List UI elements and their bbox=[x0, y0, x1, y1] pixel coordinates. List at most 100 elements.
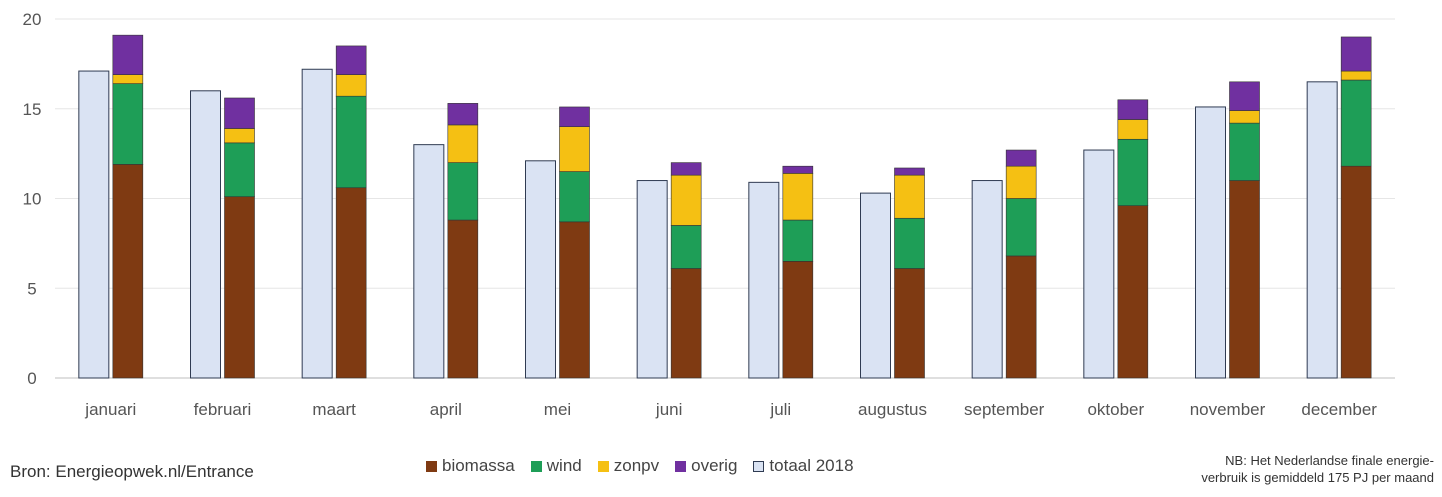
bar-overig bbox=[447, 103, 479, 126]
bar-totaal-2018 bbox=[413, 144, 445, 379]
x-category-label: mei bbox=[544, 400, 571, 419]
bar-overig bbox=[894, 167, 925, 176]
x-category-label: december bbox=[1301, 400, 1377, 419]
bar-zonpv bbox=[335, 74, 367, 97]
bar-totaal-2018 bbox=[78, 70, 110, 379]
bar-overig bbox=[335, 45, 367, 75]
x-axis-categories: januari februari maart april mei juni juli augu… bbox=[84, 400, 1377, 419]
note-line-1: NB: Het Nederlandse finale energie- bbox=[1225, 453, 1434, 468]
bar-biomassa bbox=[447, 219, 479, 379]
bars bbox=[78, 34, 1372, 379]
bar-biomassa bbox=[224, 196, 255, 379]
bar-zonpv bbox=[894, 174, 925, 219]
bar-totaal-2018 bbox=[748, 181, 780, 379]
bar-totaal-2018 bbox=[1195, 106, 1226, 379]
bar-overig bbox=[1117, 99, 1149, 120]
bar-wind bbox=[1117, 138, 1149, 206]
note-text: NB: Het Nederlandse finale energie- verb… bbox=[1034, 452, 1434, 486]
bar-totaal-2018 bbox=[1083, 149, 1115, 379]
legend-label: wind bbox=[546, 456, 582, 475]
bar-zonpv bbox=[447, 124, 479, 163]
x-category-label: november bbox=[1190, 400, 1266, 419]
x-category-label: februari bbox=[194, 400, 252, 419]
bar-wind bbox=[894, 217, 925, 269]
bar-wind bbox=[1229, 122, 1260, 181]
bar-zonpv bbox=[670, 174, 702, 226]
note-line-2: verbruik is gemiddeld 175 PJ per maand bbox=[1201, 470, 1434, 485]
bar-biomassa bbox=[782, 261, 814, 379]
bar-overig bbox=[559, 106, 590, 128]
bar-zonpv bbox=[112, 74, 144, 84]
bar-totaal-2018 bbox=[971, 180, 1003, 379]
bar-overig bbox=[1340, 36, 1372, 72]
legend-swatch bbox=[675, 460, 687, 472]
legend-swatch bbox=[530, 460, 542, 472]
legend-item: zonpv bbox=[597, 456, 660, 476]
bar-wind bbox=[782, 219, 814, 262]
bar-biomassa bbox=[335, 187, 367, 379]
y-tick-label: 5 bbox=[27, 279, 36, 298]
y-tick-label: 0 bbox=[27, 369, 36, 388]
x-category-label: september bbox=[964, 400, 1045, 419]
bar-biomassa bbox=[670, 268, 702, 379]
bar-biomassa bbox=[1229, 180, 1260, 379]
bar-zonpv bbox=[1005, 165, 1037, 199]
bar-overig bbox=[782, 165, 814, 174]
bar-biomassa bbox=[1117, 205, 1149, 379]
bar-overig bbox=[670, 162, 702, 176]
legend-label: zonpv bbox=[613, 456, 660, 475]
bar-totaal-2018 bbox=[860, 192, 891, 379]
legend: biomassa wind zonpv overig totaal 2018 bbox=[426, 456, 854, 476]
y-axis-ticks: 0 5 10 15 20 bbox=[23, 10, 42, 388]
bar-zonpv bbox=[782, 173, 814, 221]
source-text: Bron: Energieopwek.nl/Entrance bbox=[10, 462, 254, 481]
x-category-label: januari bbox=[84, 400, 136, 419]
bar-biomassa bbox=[894, 268, 925, 379]
bar-zonpv bbox=[1117, 119, 1149, 140]
x-category-label: oktober bbox=[1087, 400, 1144, 419]
chart: 0 5 10 15 20 januari februari maart april mei jun… bbox=[23, 10, 1395, 419]
bar-totaal-2018 bbox=[301, 68, 333, 379]
y-tick-label: 15 bbox=[23, 100, 42, 119]
legend-item: wind bbox=[530, 456, 582, 476]
bar-zonpv bbox=[1229, 110, 1260, 124]
legend-label: biomassa bbox=[442, 456, 515, 475]
bar-wind bbox=[335, 95, 367, 189]
bar-biomassa bbox=[1005, 255, 1037, 379]
x-category-label: augustus bbox=[858, 400, 927, 419]
bar-wind bbox=[670, 225, 702, 269]
bar-overig bbox=[224, 97, 255, 129]
bar-totaal-2018 bbox=[1306, 81, 1338, 379]
bar-zonpv bbox=[559, 126, 590, 172]
bar-totaal-2018 bbox=[525, 160, 556, 379]
legend-swatch bbox=[597, 460, 609, 472]
legend-item: biomassa bbox=[426, 456, 515, 476]
bar-totaal-2018 bbox=[636, 180, 668, 379]
bar-zonpv bbox=[1340, 70, 1372, 81]
x-category-label: juni bbox=[655, 400, 682, 419]
x-category-label: juli bbox=[769, 400, 791, 419]
bar-biomassa bbox=[1340, 165, 1372, 379]
legend-item: overig bbox=[675, 456, 737, 476]
bar-biomassa bbox=[112, 164, 144, 379]
bar-wind bbox=[1340, 79, 1372, 167]
bar-wind bbox=[447, 162, 479, 221]
bar-biomassa bbox=[559, 221, 590, 379]
bar-wind bbox=[224, 142, 255, 198]
bar-overig bbox=[1005, 149, 1037, 167]
legend-item: totaal 2018 bbox=[753, 456, 854, 476]
x-category-label: maart bbox=[312, 400, 356, 419]
y-tick-label: 10 bbox=[23, 190, 42, 209]
legend-swatch bbox=[753, 460, 765, 472]
legend-label: overig bbox=[691, 456, 738, 475]
legend-swatch bbox=[426, 460, 437, 472]
bar-overig bbox=[112, 34, 144, 75]
bar-wind bbox=[559, 171, 590, 223]
bar-totaal-2018 bbox=[190, 90, 221, 379]
legend-label: totaal 2018 bbox=[769, 456, 854, 475]
bar-overig bbox=[1229, 81, 1260, 111]
x-category-label: april bbox=[430, 400, 462, 419]
bar-zonpv bbox=[224, 128, 255, 144]
bar-wind bbox=[1005, 198, 1037, 257]
gridlines bbox=[55, 18, 1395, 379]
